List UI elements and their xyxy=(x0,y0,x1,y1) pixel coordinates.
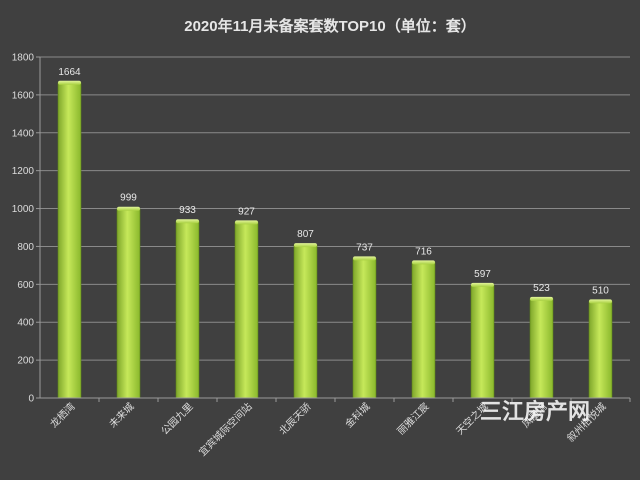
bar xyxy=(234,222,259,399)
x-category-label: 宜宾城际空间站 xyxy=(196,400,255,459)
data-label: 1664 xyxy=(58,67,81,78)
data-label: 510 xyxy=(592,285,609,296)
y-tick-label: 600 xyxy=(17,280,34,291)
y-axis-ticks: 0 200 400 600 800 1000 1200 1400 1600 1800 xyxy=(12,53,40,405)
y-tick-label: 800 xyxy=(17,242,34,253)
x-category-label: 丽雅江宸 xyxy=(394,400,431,437)
bar-cap xyxy=(176,219,199,224)
y-tick-label: 0 xyxy=(28,394,34,405)
watermark-logo: 三江房产网 xyxy=(480,399,590,425)
x-category-label: 龙栖湾 xyxy=(47,400,77,430)
data-label: 807 xyxy=(297,229,314,240)
x-category-label: 未来城 xyxy=(107,401,137,431)
x-category-label: 金科城 xyxy=(342,400,372,430)
data-labels: 1664 999 933 927 807 737 716 597 523 510 xyxy=(58,67,609,297)
bar-cap xyxy=(412,260,435,265)
y-tick-label: 1600 xyxy=(12,90,35,101)
bars xyxy=(57,80,613,399)
bar-cap xyxy=(353,256,376,261)
data-label: 933 xyxy=(179,205,196,216)
y-tick-label: 1200 xyxy=(12,166,35,177)
bar-cap xyxy=(589,299,612,304)
bar xyxy=(529,298,554,399)
x-category-label: 北辰天骄 xyxy=(277,401,314,438)
y-tick-label: 1000 xyxy=(12,204,35,215)
bar-cap xyxy=(58,80,81,85)
y-tick-label: 1800 xyxy=(12,53,35,64)
bar-cap xyxy=(117,206,140,211)
y-tick-label: 400 xyxy=(17,318,34,329)
bar-cap xyxy=(471,282,494,287)
data-label: 523 xyxy=(533,283,550,294)
chart-title: 2020年11月未备案套数TOP10（单位：套） xyxy=(184,17,475,35)
bar xyxy=(411,262,436,399)
data-label: 927 xyxy=(238,206,255,217)
data-label: 999 xyxy=(120,193,137,204)
bar xyxy=(175,220,200,399)
y-tick-label: 200 xyxy=(17,356,34,367)
bar xyxy=(588,301,613,399)
bar-cap xyxy=(294,243,317,248)
bar xyxy=(293,244,318,399)
y-tick-label: 1400 xyxy=(12,128,35,139)
bar xyxy=(470,284,495,399)
bar xyxy=(57,82,82,399)
data-label: 716 xyxy=(415,246,432,257)
bar-cap xyxy=(530,296,553,301)
bar xyxy=(352,258,377,399)
data-label: 737 xyxy=(356,242,373,253)
data-label: 597 xyxy=(474,269,491,280)
x-category-label: 公园九里 xyxy=(159,401,196,438)
bar-cap xyxy=(235,220,258,225)
bar xyxy=(116,208,141,399)
